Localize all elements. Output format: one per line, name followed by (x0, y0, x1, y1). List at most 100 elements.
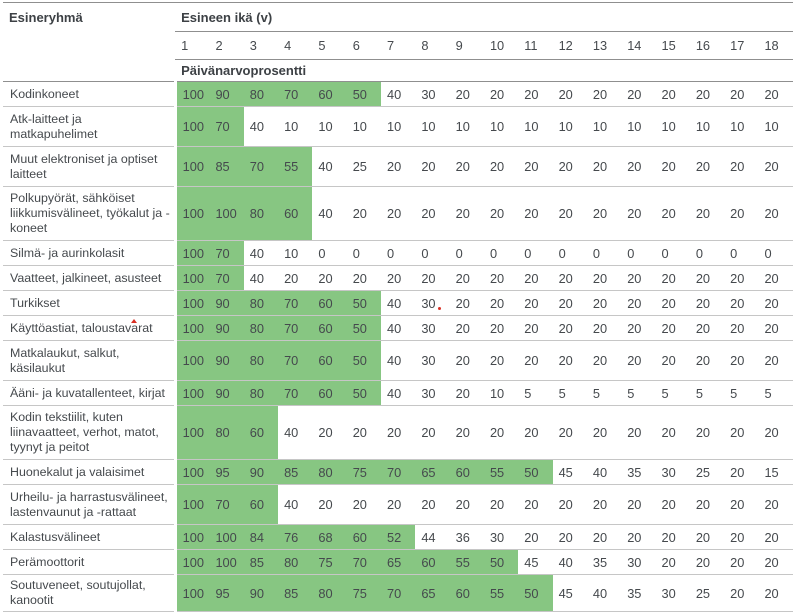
table-row: Kalastusvälineet 100 100 84 76 68 60 52 44 36 30 20… (3, 524, 793, 550)
value-cell: 20 (724, 340, 759, 381)
value-cell: 20 (415, 186, 450, 241)
value-cell: 45 (552, 459, 587, 485)
value-cell: 10 (655, 106, 690, 147)
value-cell: 10 (312, 106, 347, 147)
age-column-3: 3 (243, 31, 279, 60)
age-column-17: 17 (724, 31, 759, 60)
row-label: Käyttöastiat, taloustavarat (3, 315, 176, 341)
value-cell: 40 (312, 146, 347, 187)
table-row: Muut elektroniset ja optiset laitteet 100… (3, 146, 793, 187)
age-column-12: 12 (552, 31, 587, 60)
value-cell: 30 (415, 290, 450, 316)
value-cell: 80 (278, 549, 313, 575)
value-cell: 20 (518, 290, 553, 316)
value-cell: 70 (209, 106, 244, 147)
value-cell: 20 (689, 186, 725, 241)
item-age-header: Esineen ikä (v) (175, 2, 793, 32)
value-cell: 20 (346, 265, 381, 291)
value-cell: 90 (209, 81, 244, 107)
row-label: Polkupyörät, sähköiset liikkumisvälineet… (3, 186, 176, 241)
row-label: Vaatteet, jalkineet, asusteet (3, 265, 176, 291)
age-column-10: 10 (483, 31, 519, 60)
value-cell: 20 (552, 186, 587, 241)
value-cell: 5 (621, 380, 656, 406)
value-cell: 20 (655, 315, 690, 341)
value-cell: 20 (415, 405, 450, 460)
value-cell: 90 (209, 290, 244, 316)
value-cell: 40 (278, 484, 313, 525)
value-cell: 40 (381, 380, 416, 406)
value-cell: 40 (586, 459, 622, 485)
value-cell: 60 (312, 380, 347, 406)
value-cell: 45 (552, 574, 587, 612)
value-cell: 20 (724, 146, 759, 187)
value-cell: 10 (552, 106, 587, 147)
value-cell: 55 (483, 459, 519, 485)
value-cell: 60 (312, 81, 347, 107)
value-cell: 40 (552, 549, 587, 575)
value-cell: 100 (173, 240, 210, 266)
value-cell: 20 (483, 340, 519, 381)
value-cell: 45 (518, 549, 553, 575)
value-cell: 80 (243, 290, 279, 316)
age-column-7: 7 (381, 31, 416, 60)
value-cell: 90 (209, 340, 244, 381)
row-label: Atk-laitteet ja matkapuhelimet (3, 106, 176, 147)
value-cell: 20 (381, 265, 416, 291)
value-cell: 5 (655, 380, 690, 406)
value-cell: 20 (518, 186, 553, 241)
value-cell: 55 (483, 574, 519, 612)
value-cell: 10 (483, 380, 519, 406)
value-cell: 0 (449, 240, 484, 266)
value-cell: 0 (381, 240, 416, 266)
value-cell: 100 (173, 405, 210, 460)
value-cell: 20 (758, 484, 793, 525)
value-cell: 55 (449, 549, 484, 575)
value-cell: 20 (758, 315, 793, 341)
value-cell: 100 (173, 340, 210, 381)
value-cell: 20 (621, 81, 656, 107)
value-cell: 90 (243, 459, 279, 485)
value-cell: 20 (312, 484, 347, 525)
table-row: Huonekalut ja valaisimet 100 95 90 85 80 75 70 6… (3, 459, 793, 485)
value-cell: 70 (278, 315, 313, 341)
value-cell: 20 (483, 484, 519, 525)
value-cell: 95 (209, 459, 244, 485)
table-row: Turkikset 100 90 80 70 60 50 40 30 20 20 20 20 20 20 20… (3, 290, 793, 316)
value-cell: 10 (758, 106, 793, 147)
value-cell: 100 (173, 81, 210, 107)
value-cell: 20 (655, 549, 690, 575)
value-cell: 20 (449, 81, 484, 107)
value-cell: 60 (415, 549, 450, 575)
value-cell: 100 (173, 106, 210, 147)
value-cell: 20 (724, 81, 759, 107)
value-cell: 20 (552, 315, 587, 341)
value-cell: 36 (449, 524, 484, 550)
value-cell: 40 (381, 290, 416, 316)
value-cell: 0 (689, 240, 725, 266)
value-cell: 0 (346, 240, 381, 266)
value-cell: 60 (449, 574, 484, 612)
blank-cell (3, 32, 175, 60)
value-cell: 20 (586, 524, 622, 550)
value-cell: 20 (552, 146, 587, 187)
value-cell: 20 (381, 405, 416, 460)
value-cell: 90 (209, 315, 244, 341)
value-cell: 20 (552, 524, 587, 550)
value-cell: 50 (483, 549, 519, 575)
value-cell: 20 (724, 549, 759, 575)
value-cell: 70 (381, 459, 416, 485)
row-label: Perämoottorit (3, 549, 176, 575)
value-cell: 20 (724, 574, 759, 612)
value-cell: 30 (621, 549, 656, 575)
value-cell: 20 (724, 265, 759, 291)
value-cell: 20 (518, 524, 553, 550)
value-cell: 70 (209, 265, 244, 291)
value-cell: 0 (586, 240, 622, 266)
value-cell: 80 (243, 315, 279, 341)
value-cell: 100 (173, 459, 210, 485)
age-column-16: 16 (689, 31, 725, 60)
value-cell: 20 (312, 265, 347, 291)
value-cell: 70 (243, 146, 279, 187)
value-cell: 60 (278, 186, 313, 241)
